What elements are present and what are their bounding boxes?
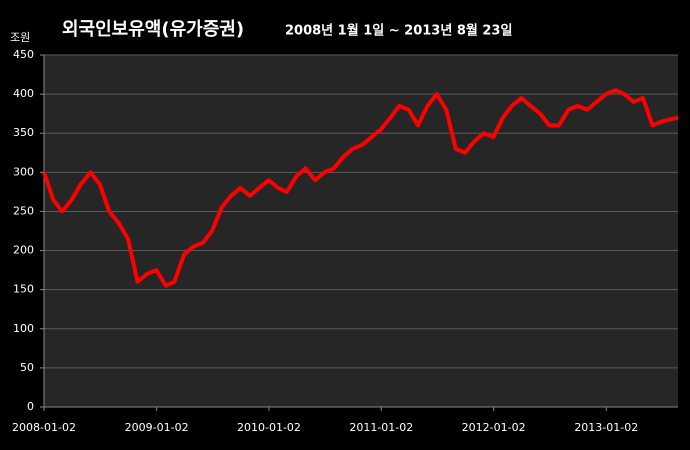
y-tick-label: 250 xyxy=(13,204,34,217)
x-tick-label: 2012-01-02 xyxy=(462,421,526,434)
x-tick-label: 2011-01-02 xyxy=(349,421,413,434)
x-tick-label: 2010-01-02 xyxy=(237,421,301,434)
x-tick-label: 2013-01-02 xyxy=(574,421,638,434)
chart-title: 외국인보유액(유가증권) xyxy=(62,19,244,40)
plot-area xyxy=(44,55,678,407)
y-axis-label: 조원 xyxy=(10,31,30,44)
y-tick-label: 300 xyxy=(13,165,34,178)
y-tick-label: 450 xyxy=(13,48,34,61)
x-tick-label: 2008-01-02 xyxy=(12,421,76,434)
chart-subtitle: 2008년 1월 1일 ~ 2013년 8월 23일 xyxy=(285,23,512,39)
y-tick-label: 400 xyxy=(13,87,34,100)
y-tick-label: 0 xyxy=(27,400,34,413)
data-line xyxy=(42,88,679,288)
y-tick-label: 200 xyxy=(13,244,34,257)
y-tick-label: 50 xyxy=(20,361,34,374)
x-tick-label: 2009-01-02 xyxy=(125,421,189,434)
y-tick-label: 350 xyxy=(13,126,34,139)
y-tick-label: 100 xyxy=(13,322,34,335)
y-tick-label: 150 xyxy=(13,283,34,296)
